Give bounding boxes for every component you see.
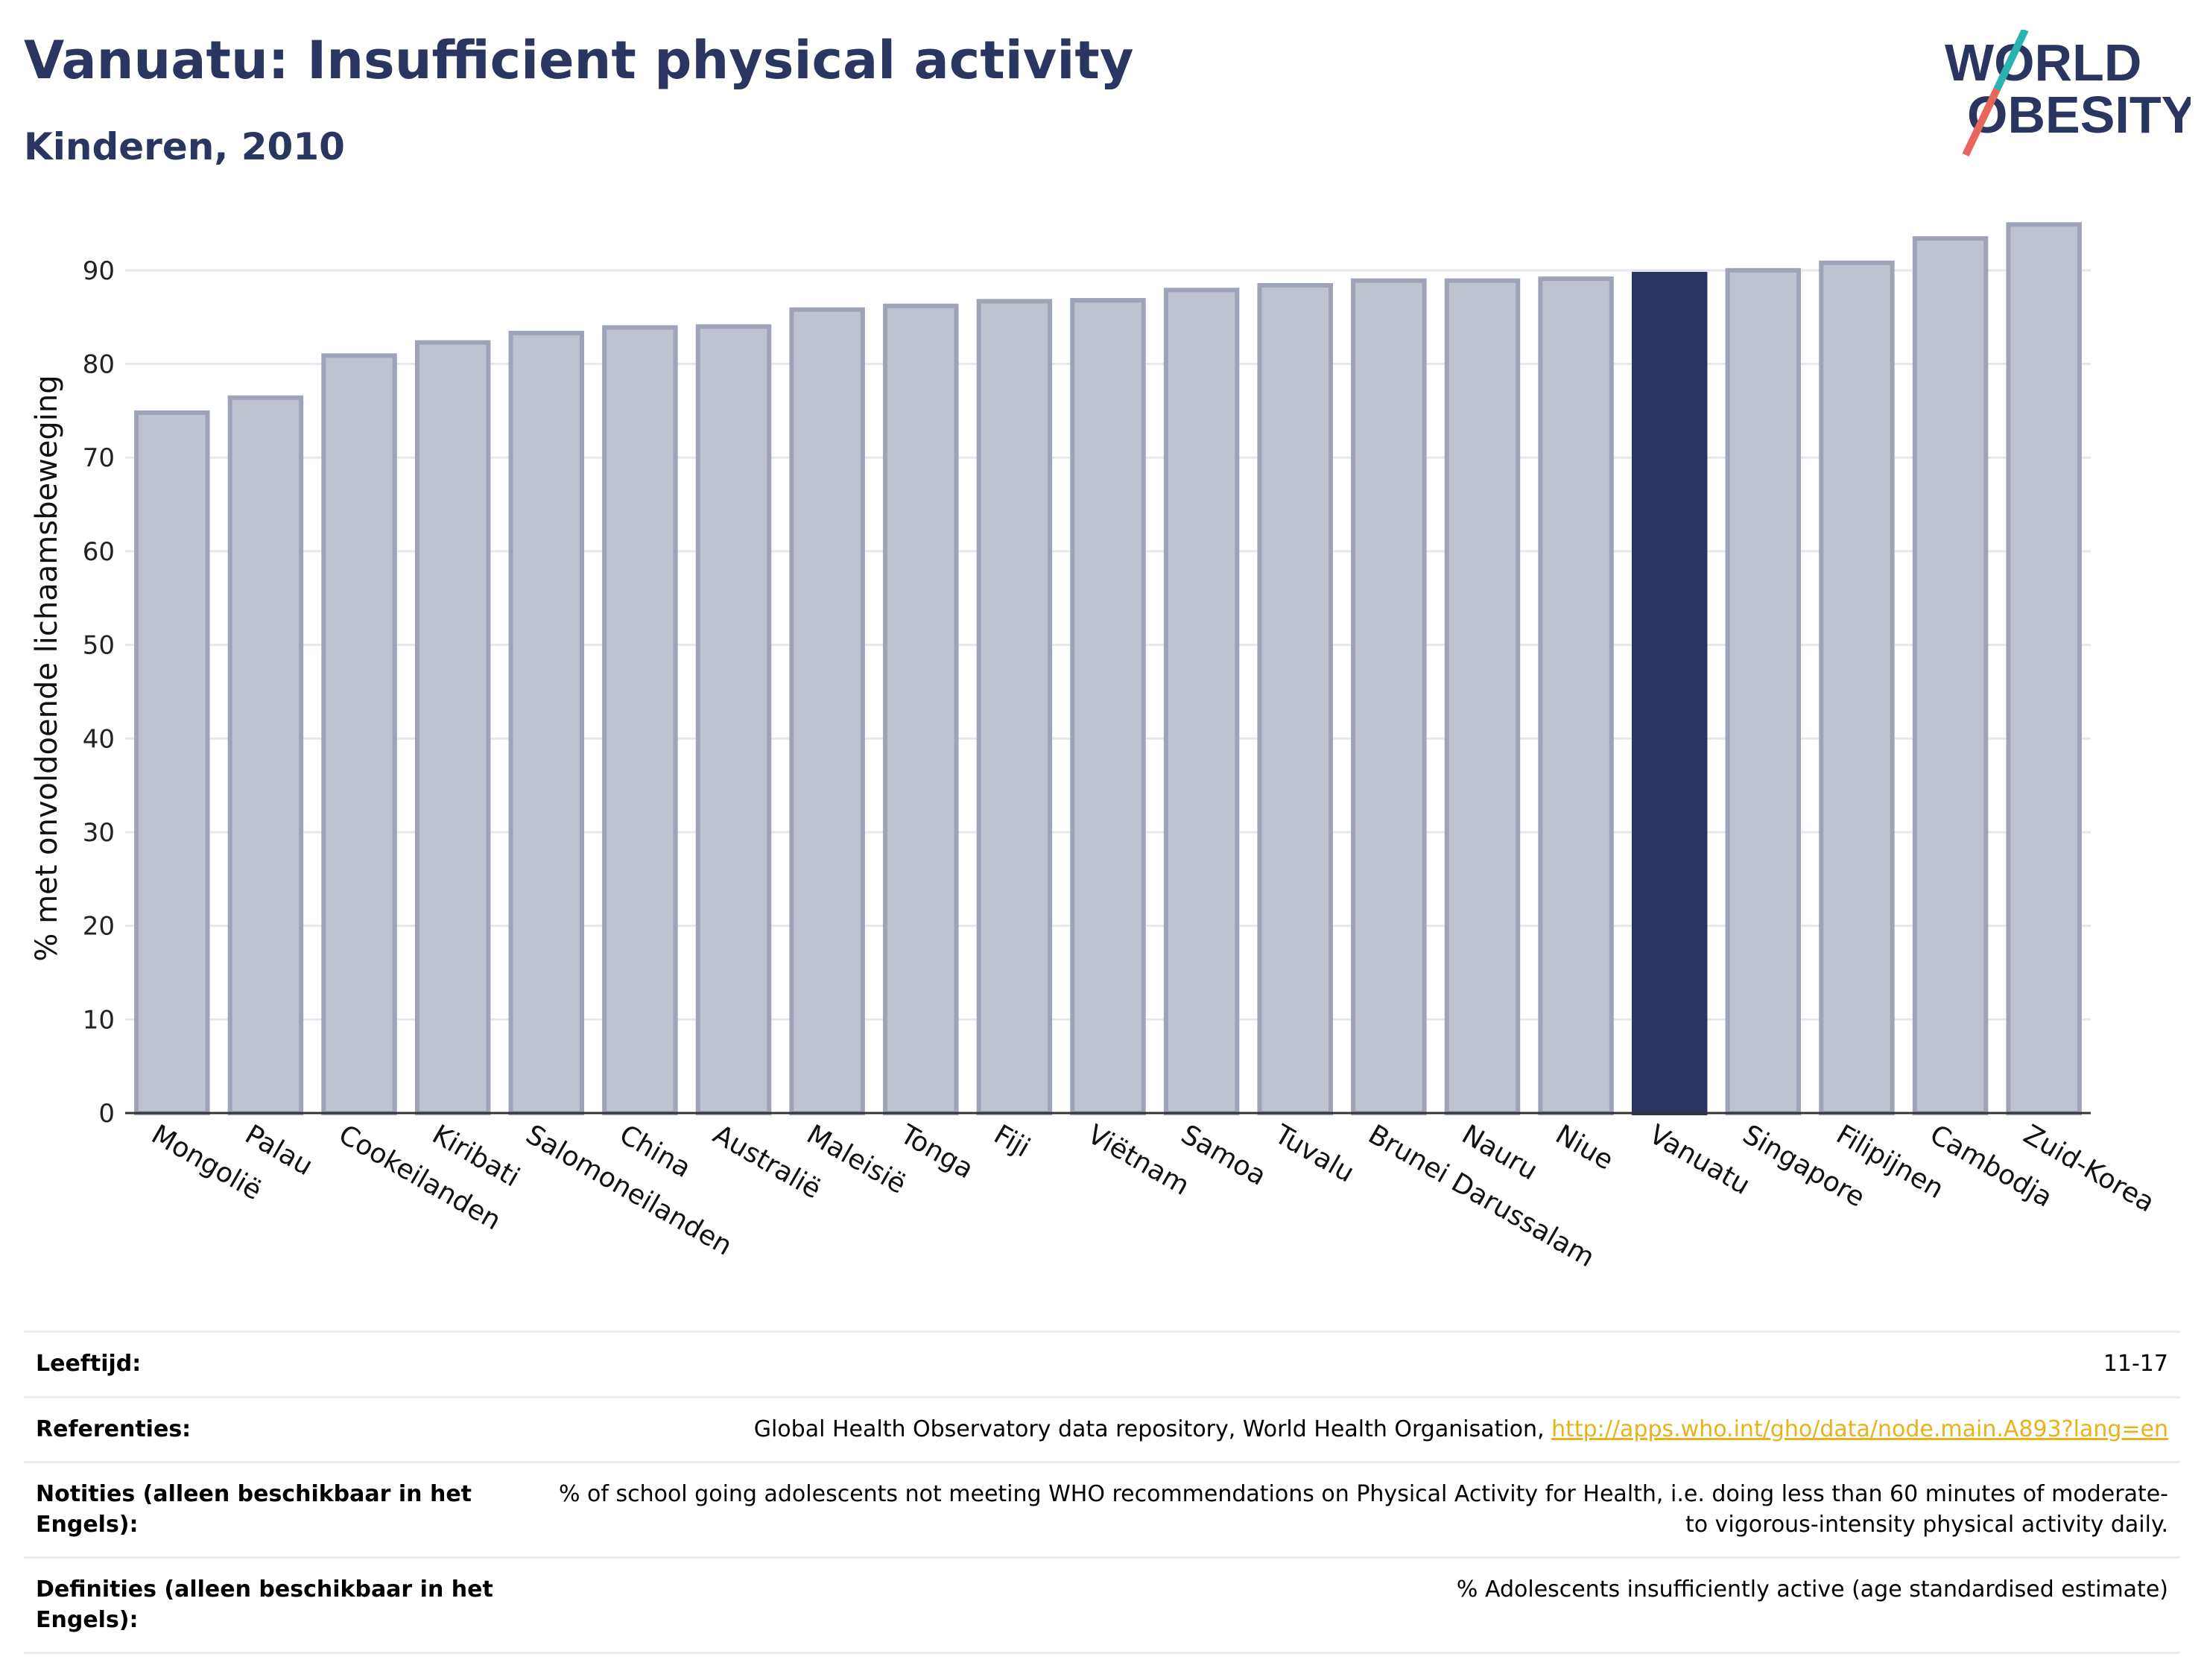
bar[interactable] [1163,288,1240,1115]
notes-label: Notities (alleen beschikbaar in het Enge… [24,1461,525,1558]
world-obesity-logo: WORLD OBESITY [1945,30,2191,157]
logo-line-1: WORLD [1945,34,2141,92]
x-tick-label: Viëtnam [1083,1119,1194,1202]
bar[interactable] [1538,276,1614,1115]
y-tick-label: 0 [98,1099,115,1129]
y-tick-label: 80 [83,350,115,380]
bar[interactable] [1819,260,1895,1116]
metadata-table: Leeftijd: 11-17 Referenties: Global Heal… [24,1331,2180,1654]
bars [134,222,2082,1116]
chart-title: Vanuatu: Insufficient physical activity [24,30,1134,91]
references-value: Global Health Observatory data repositor… [753,1416,1552,1442]
y-axis-ticks: 0 10 20 30 40 50 60 70 80 90 [83,256,115,1129]
y-tick-label: 70 [83,443,115,473]
logo-slash-red [1962,87,2001,157]
bar[interactable] [695,324,772,1115]
logo-slash-teal [1993,30,2029,92]
logo-line-2: OBESITY [1967,86,2191,144]
bar[interactable] [1725,267,1802,1115]
notes-value: % of school going adolescents not meetin… [525,1461,2180,1558]
bar[interactable] [602,325,678,1115]
references-label: Referenties: [24,1395,525,1462]
x-tick-label: Tuvalu [1269,1119,1359,1189]
age-label: Leeftijd: [24,1331,525,1397]
bar[interactable] [1257,282,1333,1116]
references-link[interactable]: http://apps.who.int/gho/data/node.main.A… [1551,1416,2168,1442]
bar[interactable] [1912,236,1989,1115]
chart-subtitle: Kinderen, 2010 [24,125,345,168]
bar[interactable] [1351,278,1427,1116]
bar[interactable] [883,303,959,1116]
x-tick-label: Niue [1551,1119,1618,1176]
bar[interactable] [1070,298,1146,1116]
y-tick-label: 90 [83,256,115,286]
bar[interactable] [414,340,491,1116]
table-row-references: Referenties: Global Health Observatory d… [24,1395,2180,1462]
x-tick-label: Vanuatu [1644,1119,1755,1201]
bar[interactable] [227,395,304,1115]
table-row-age: Leeftijd: 11-17 [24,1331,2180,1397]
bar[interactable] [789,307,865,1115]
references-cell: Global Health Observatory data repositor… [525,1395,2180,1462]
definitions-value: % Adolescents insufficiently active (age… [525,1556,2180,1654]
bar[interactable] [508,331,585,1115]
x-tick-label: Cookeilanden [334,1119,506,1236]
x-tick-label: Fiji [989,1119,1035,1164]
y-tick-label: 10 [83,1005,115,1035]
table-row-definitions: Definities (alleen beschikbaar in het En… [24,1556,2180,1654]
bar-highlight[interactable] [1631,271,1708,1115]
definitions-label: Definities (alleen beschikbaar in het En… [24,1556,525,1654]
age-value: 11-17 [525,1331,2180,1397]
y-tick-label: 20 [83,912,115,942]
x-tick-label: Australië [708,1119,826,1205]
bar[interactable] [321,353,397,1116]
bar[interactable] [976,299,1053,1116]
y-tick-label: 50 [83,631,115,661]
bar[interactable] [134,410,210,1116]
y-tick-label: 30 [83,818,115,848]
table-row-notes: Notities (alleen beschikbaar in het Enge… [24,1461,2180,1558]
y-tick-label: 40 [83,724,115,754]
bar[interactable] [2006,222,2082,1116]
y-tick-label: 60 [83,537,115,567]
y-axis-label: % met onvoldoende lichaamsbeweging [30,375,64,961]
bar[interactable] [1444,278,1521,1116]
